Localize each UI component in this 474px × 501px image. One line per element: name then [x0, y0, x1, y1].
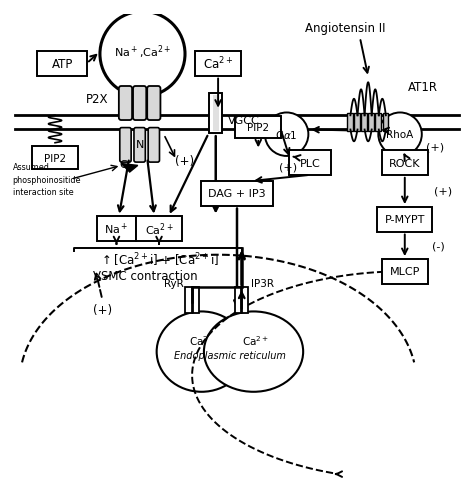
FancyBboxPatch shape: [133, 87, 146, 121]
Text: PIP2: PIP2: [247, 123, 269, 133]
Bar: [375, 114, 381, 132]
FancyBboxPatch shape: [119, 87, 132, 121]
Bar: [185, 288, 191, 314]
Bar: [213, 96, 219, 132]
Text: Ca$^{2+}$: Ca$^{2+}$: [145, 221, 173, 237]
Text: G$\alpha$1: G$\alpha$1: [275, 129, 298, 141]
FancyBboxPatch shape: [97, 216, 136, 242]
Text: Assumed
phosphoinositide
interaction site: Assumed phosphoinositide interaction sit…: [12, 163, 81, 197]
Text: (+): (+): [175, 154, 194, 167]
FancyBboxPatch shape: [37, 52, 87, 77]
Circle shape: [378, 113, 422, 157]
Text: C: C: [120, 159, 128, 169]
Circle shape: [100, 13, 185, 97]
Text: Ca$^{2+}$: Ca$^{2+}$: [203, 56, 233, 73]
Text: (-): (-): [432, 241, 445, 251]
Text: RhoA: RhoA: [386, 130, 414, 140]
Text: ATP: ATP: [52, 58, 73, 71]
Text: ROCK: ROCK: [389, 158, 420, 168]
Text: Ca$^{2+}$: Ca$^{2+}$: [242, 333, 269, 347]
FancyBboxPatch shape: [147, 87, 160, 121]
FancyBboxPatch shape: [195, 52, 241, 77]
Text: $\uparrow$[Ca$^{2+}$i] + [Ca$^{2+}$i]: $\uparrow$[Ca$^{2+}$i] + [Ca$^{2+}$i]: [99, 251, 219, 269]
FancyBboxPatch shape: [235, 117, 282, 139]
Text: P-MYPT: P-MYPT: [384, 215, 425, 225]
FancyBboxPatch shape: [382, 150, 428, 176]
Text: MLCP: MLCP: [390, 267, 420, 277]
Text: Na$^+$,Ca$^{2+}$: Na$^+$,Ca$^{2+}$: [114, 44, 171, 61]
Text: Angiotensin II: Angiotensin II: [305, 23, 386, 35]
Text: IP3R: IP3R: [251, 278, 274, 288]
Text: P2X: P2X: [86, 93, 109, 106]
Bar: [361, 114, 367, 132]
Text: Endoplasmic reticulum: Endoplasmic reticulum: [174, 351, 286, 361]
FancyBboxPatch shape: [137, 216, 182, 242]
Text: PLC: PLC: [300, 158, 320, 168]
Text: (+): (+): [93, 303, 112, 316]
Text: VSMC contraction: VSMC contraction: [92, 270, 197, 283]
FancyBboxPatch shape: [382, 259, 428, 285]
Text: VGCC: VGCC: [228, 116, 259, 126]
FancyBboxPatch shape: [120, 128, 131, 163]
Text: PIP2: PIP2: [44, 153, 66, 163]
Text: Na$^+$: Na$^+$: [104, 221, 128, 237]
Text: DAG + IP3: DAG + IP3: [208, 189, 266, 199]
Ellipse shape: [204, 312, 303, 392]
Bar: [354, 114, 360, 132]
Text: (+): (+): [279, 162, 297, 172]
FancyBboxPatch shape: [201, 181, 273, 206]
Bar: [383, 114, 388, 132]
Text: (+): (+): [434, 186, 452, 196]
Bar: [192, 288, 199, 314]
Text: RyR: RyR: [164, 278, 183, 288]
FancyBboxPatch shape: [148, 128, 159, 163]
Ellipse shape: [156, 312, 246, 392]
Text: N: N: [136, 139, 144, 149]
Polygon shape: [121, 164, 138, 173]
Bar: [235, 288, 241, 314]
Bar: [242, 288, 248, 314]
Bar: [209, 94, 222, 134]
FancyBboxPatch shape: [32, 147, 78, 170]
FancyBboxPatch shape: [377, 207, 432, 232]
Bar: [368, 114, 374, 132]
Text: Ca$^{2}$: Ca$^{2}$: [190, 333, 209, 347]
Text: (+): (+): [426, 142, 444, 152]
FancyBboxPatch shape: [134, 128, 146, 163]
Bar: [347, 114, 353, 132]
Circle shape: [265, 113, 309, 157]
FancyBboxPatch shape: [290, 150, 331, 176]
Text: AT1R: AT1R: [408, 81, 438, 94]
